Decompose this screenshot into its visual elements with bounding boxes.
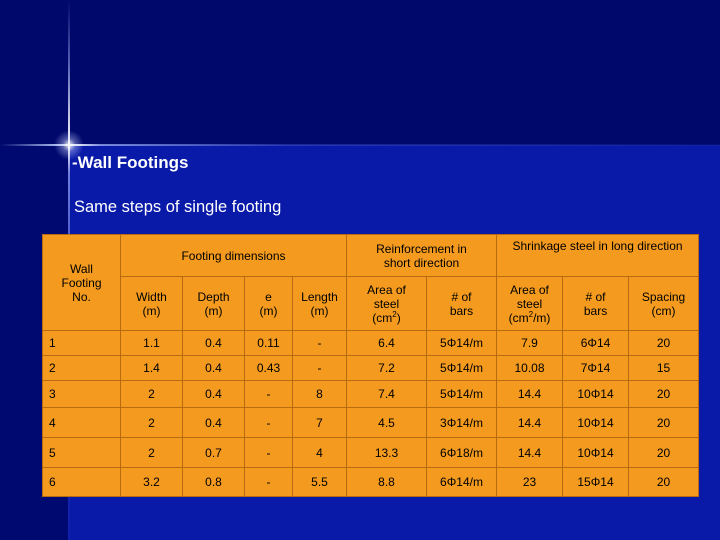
cell-width: 1.4	[120, 355, 183, 381]
header-area-steel-short: Area of steel (cm2)	[346, 276, 427, 331]
header-area-steel-long: Area of steel (cm2/m)	[496, 276, 564, 331]
cell-area-steel-long: 14.4	[496, 407, 564, 438]
cell-e: 0.43	[244, 355, 293, 381]
cell-length: 7	[292, 407, 347, 438]
cell-bars-short: 5Φ14/m	[425, 355, 498, 381]
cell-spacing: 20	[628, 437, 700, 468]
cell-depth: 0.8	[182, 467, 245, 497]
cell-length: 5.5	[292, 467, 347, 497]
cell-no: 1	[42, 330, 121, 356]
cell-area-steel-long: 14.4	[496, 437, 564, 468]
cell-area-steel-short: 13.3	[346, 437, 427, 468]
cell-area-steel-short: 6.4	[346, 330, 427, 356]
cell-depth: 0.7	[182, 437, 245, 468]
cell-width: 3.2	[120, 467, 183, 497]
cell-depth: 0.4	[182, 330, 245, 356]
cell-bars-long: 6Φ14	[562, 330, 630, 356]
slide-subtitle: Same steps of single footing	[74, 198, 282, 216]
cell-width: 2	[120, 407, 183, 438]
header-area-steel-short-text: Area of steel (cm	[367, 282, 406, 325]
cell-spacing: 20	[628, 380, 700, 408]
cell-bars-short: 5Φ14/m	[425, 330, 498, 356]
header-area-steel-long-suffix: /m)	[533, 310, 551, 325]
table-row: 6 3.2 0.8 - 5.5 8.8 6Φ14/m 23 15Φ14 20	[42, 467, 700, 497]
header-wall-footing-no: Wall Footing No.	[42, 234, 121, 331]
cell-area-steel-short: 8.8	[346, 467, 427, 497]
cell-depth: 0.4	[182, 355, 245, 381]
cell-area-steel-long: 7.9	[496, 330, 564, 356]
cell-bars-long: 10Φ14	[562, 437, 630, 468]
light-flare-horizontal	[0, 144, 720, 146]
header-length: Length (m)	[292, 276, 347, 331]
cell-no: 4	[42, 407, 121, 438]
header-bars-long: # of bars	[562, 276, 630, 331]
header-shrinkage-long: Shrinkage steel in long direction	[496, 234, 700, 277]
header-area-steel-short-suffix: )	[396, 310, 401, 325]
cell-width: 1.1	[120, 330, 183, 356]
cell-bars-short: 3Φ14/m	[425, 407, 498, 438]
table-row: 2 1.4 0.4 0.43 - 7.2 5Φ14/m 10.08 7Φ14 1…	[42, 355, 700, 381]
cell-area-steel-short: 7.2	[346, 355, 427, 381]
cell-e: -	[244, 437, 293, 468]
header-area-steel-long-sup: 2	[528, 309, 534, 319]
cell-bars-long: 10Φ14	[562, 407, 630, 438]
cell-bars-short: 6Φ18/m	[425, 437, 498, 468]
cell-bars-short: 6Φ14/m	[425, 467, 498, 497]
cell-bars-short: 5Φ14/m	[425, 380, 498, 408]
cell-no: 2	[42, 355, 121, 381]
header-area-steel-long-text: Area of steel (cm	[508, 282, 549, 325]
cell-width: 2	[120, 380, 183, 408]
cell-depth: 0.4	[182, 380, 245, 408]
light-flare-glow	[54, 130, 84, 160]
cell-depth: 0.4	[182, 407, 245, 438]
cell-bars-long: 7Φ14	[562, 355, 630, 381]
cell-spacing: 20	[628, 407, 700, 438]
header-footing-dimensions: Footing dimensions	[120, 234, 347, 277]
cell-length: -	[292, 355, 347, 381]
cell-e: -	[244, 380, 293, 408]
cell-width: 2	[120, 437, 183, 468]
header-area-steel-short-sup: 2	[392, 309, 397, 319]
table-row: 5 2 0.7 - 4 13.3 6Φ18/m 14.4 10Φ14 20	[42, 437, 700, 468]
cell-length: -	[292, 330, 347, 356]
cell-area-steel-short: 7.4	[346, 380, 427, 408]
header-reinforcement-short: Reinforcement in short direction	[345, 234, 498, 277]
table-row: 4 2 0.4 - 7 4.5 3Φ14/m 14.4 10Φ14 20	[42, 407, 700, 438]
cell-e: -	[244, 467, 293, 497]
cell-e: 0.11	[244, 330, 293, 356]
cell-spacing: 15	[628, 355, 700, 381]
header-width: Width (m)	[120, 276, 183, 331]
cell-spacing: 20	[628, 330, 700, 356]
cell-bars-long: 10Φ14	[562, 380, 630, 408]
cell-area-steel-long: 10.08	[496, 355, 564, 381]
cell-length: 8	[292, 380, 347, 408]
header-bars-short: # of bars	[425, 276, 498, 331]
cell-no: 6	[42, 467, 121, 497]
cell-no: 3	[42, 380, 121, 408]
header-depth: Depth (m)	[182, 276, 245, 331]
cell-no: 5	[42, 437, 121, 468]
cell-bars-long: 15Φ14	[562, 467, 630, 497]
cell-area-steel-long: 14.4	[496, 380, 564, 408]
background-top-band	[0, 0, 720, 145]
table-row: 3 2 0.4 - 8 7.4 5Φ14/m 14.4 10Φ14 20	[42, 380, 700, 408]
slide-title: -Wall Footings	[72, 153, 189, 172]
header-row-groups: Wall Footing No. Footing dimensions Rein…	[42, 234, 700, 331]
header-row-columns: Width (m) Depth (m) e (m) Length (m) Are…	[43, 276, 700, 331]
cell-area-steel-short: 4.5	[346, 407, 427, 438]
cell-e: -	[244, 407, 293, 438]
header-e: e (m)	[244, 276, 293, 331]
cell-length: 4	[292, 437, 347, 468]
cell-area-steel-long: 23	[496, 467, 564, 497]
cell-spacing: 20	[628, 467, 700, 497]
header-spacing: Spacing (cm)	[628, 276, 700, 331]
wall-footings-table: Wall Footing No. Footing dimensions Rein…	[42, 234, 700, 497]
table-row: 1 1.1 0.4 0.11 - 6.4 5Φ14/m 7.9 6Φ14 20	[42, 330, 700, 356]
